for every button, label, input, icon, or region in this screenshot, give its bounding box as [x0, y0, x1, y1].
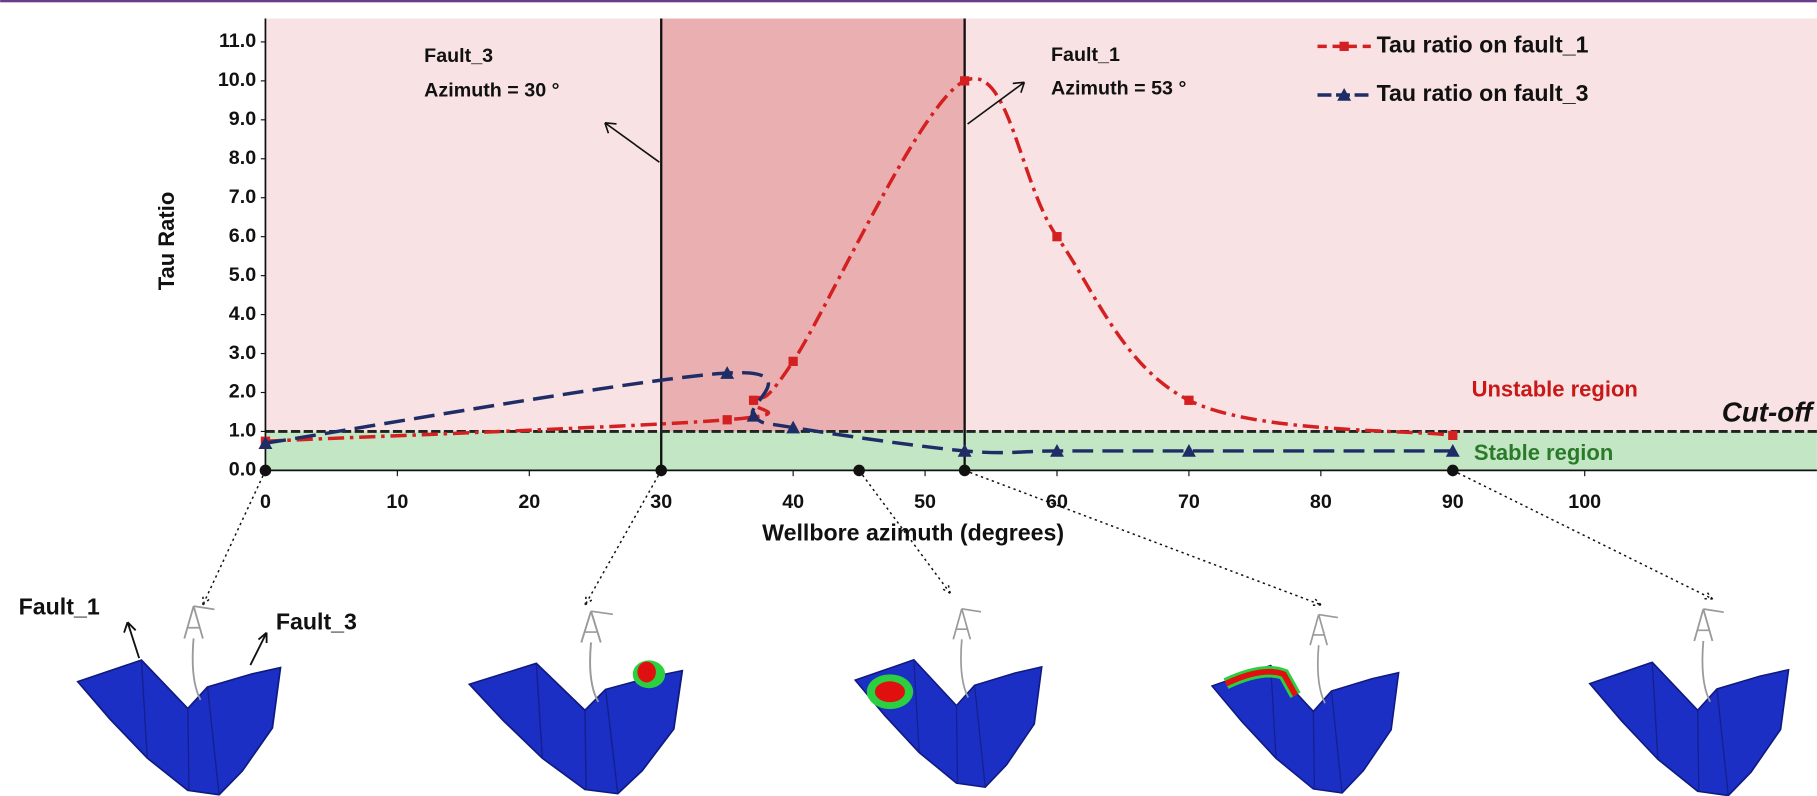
render-label: Fault_3: [276, 608, 357, 634]
snapshot-dot: [1447, 465, 1459, 477]
annotation: Fault_3: [424, 45, 493, 67]
x-tick-label: 50: [914, 491, 936, 513]
top-border: [0, 0, 1817, 2]
marker: [1448, 431, 1457, 440]
render-hotspot: [637, 662, 656, 683]
y-tick-label: 8.0: [229, 147, 256, 169]
legend-label: Tau ratio on fault_3: [1377, 80, 1589, 106]
x-tick-label: 0: [260, 491, 271, 513]
x-axis-label: Wellbore azimuth (degrees): [762, 519, 1064, 545]
figure: Cut-off Unstable region Stable region 0.0 1.…: [0, 0, 1817, 796]
annotation: Fault_1: [1051, 44, 1120, 66]
annotation: Azimuth = 30 °: [424, 80, 559, 102]
snapshot-arrow: [203, 470, 266, 604]
page: {"chart_data": {"type": "line", "xlabel"…: [0, 0, 1817, 796]
y-tick-label: 2.0: [229, 381, 256, 403]
x-tick-label: 60: [1046, 491, 1068, 513]
x-tick-label: 80: [1310, 491, 1332, 513]
y-tick-label: 9.0: [229, 108, 256, 130]
highlight-band: [661, 19, 964, 432]
cutoff-label: Cut-off: [1722, 396, 1815, 427]
render: [78, 606, 281, 795]
y-axis-label: Tau Ratio: [154, 192, 179, 291]
snapshot-arrow: [1453, 470, 1713, 599]
unstable-label: Unstable region: [1472, 376, 1638, 401]
x-tick-label: 90: [1442, 491, 1464, 513]
x-tick-label: 30: [650, 491, 672, 513]
y-tick-label: 11.0: [219, 30, 256, 52]
y-tick-label: 7.0: [229, 186, 256, 208]
legend-label: Tau ratio on fault_1: [1377, 31, 1589, 57]
y-tick-label: 3.0: [229, 342, 256, 364]
x-tick-label: 20: [518, 491, 540, 513]
marker: [749, 396, 758, 405]
render: [1212, 615, 1399, 793]
marker: [789, 357, 798, 366]
snapshot-renders: Fault_1 Fault_3: [19, 593, 1789, 795]
y-tick-label: 0.0: [229, 459, 256, 481]
x-tick-label: 40: [782, 491, 804, 513]
y-tick-label: 1.0: [229, 420, 256, 442]
marker: [960, 76, 969, 85]
label-arrow: [124, 622, 139, 658]
stable-label: Stable region: [1474, 440, 1613, 465]
x-tick-label: 10: [386, 491, 408, 513]
render-hotspot: [875, 681, 905, 702]
y-tick-label: 5.0: [229, 264, 256, 286]
x-tick-label: 70: [1178, 491, 1200, 513]
marker: [1052, 232, 1061, 241]
y-tick-label: 6.0: [229, 225, 256, 247]
y-tick-label: 4.0: [229, 303, 256, 325]
render: [1590, 609, 1789, 796]
y-tick-label: 10.0: [218, 69, 256, 91]
render-label: Fault_1: [19, 593, 100, 619]
label-arrow: [250, 633, 266, 665]
marker: [723, 415, 732, 424]
x-tick-label: 100: [1568, 491, 1601, 513]
annotation: Azimuth = 53 °: [1051, 77, 1186, 99]
render: [469, 611, 682, 793]
marker: [1184, 396, 1193, 405]
legend-marker: [1340, 42, 1349, 51]
